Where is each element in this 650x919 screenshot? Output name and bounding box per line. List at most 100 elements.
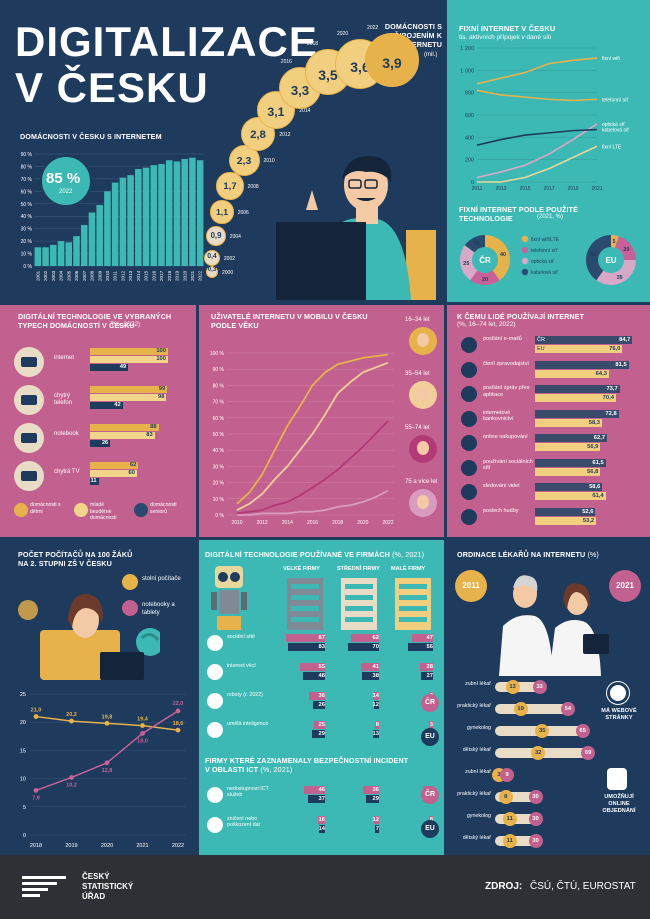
panel-household-tech: DIGITÁLNÍ TECHNOLOGIE VE VYBRANÝCH TYPEC… [0, 305, 196, 537]
x-tick-label: 2021 [136, 843, 148, 849]
bar [360, 663, 379, 671]
doctor-label: praktický lékař [457, 703, 491, 709]
bubble-year: 2022 [367, 25, 379, 32]
firm-column-label: VELKÉ FIRMY [283, 566, 320, 572]
row-icon [207, 693, 223, 709]
x-tick-label: 2009 [97, 270, 102, 281]
bar: 70,4 [535, 394, 616, 402]
bar [420, 672, 433, 680]
y-tick-label: 0 [23, 833, 26, 839]
bar-value: 62,7 [593, 435, 606, 441]
window [291, 584, 319, 589]
row-label: roboty (r. 2022) [227, 692, 263, 698]
y-tick-label: 5 [23, 805, 26, 811]
data-label: 18,0 [137, 738, 148, 744]
bar [313, 721, 325, 729]
x-tick-label: 2017 [159, 270, 164, 281]
bar-value: 8 [375, 722, 379, 728]
legend-laptops-label: notebooky a tablety [142, 602, 175, 616]
use-label: čtení zpravodajství [483, 360, 529, 367]
panel-fixed-internet: FIXNÍ INTERNET V ČESKU tis. aktivních př… [447, 0, 650, 302]
bar [80, 224, 88, 266]
pie-slice [615, 236, 636, 260]
bar: 42 [90, 402, 123, 409]
x-tick-label: 2013 [495, 186, 506, 192]
series-line [236, 420, 389, 515]
pie-value: 25 [463, 261, 469, 267]
use-icon [461, 337, 477, 353]
use-icon [461, 508, 477, 525]
bar-value: 83 [318, 644, 325, 650]
legend-swatch [134, 503, 148, 517]
x-tick-label: 2006 [74, 270, 79, 281]
window [345, 595, 373, 600]
doctor-label: gynekolog [466, 813, 491, 819]
bar [407, 643, 433, 651]
households-highlight-value: 85 % [46, 170, 81, 187]
age-label: 75 a více let [405, 479, 438, 485]
y-tick-label: 10 % [21, 252, 33, 258]
value-2021: 33 [532, 680, 547, 694]
window [345, 617, 373, 622]
bar: 99 [90, 386, 168, 393]
y-tick-label: 0 % [23, 264, 32, 270]
x-tick-label: 2018 [332, 520, 343, 526]
bar-value: 14 [372, 693, 379, 699]
data-point [140, 723, 145, 728]
mobile-line-chart: 100 % 90 % 80 % 70 % 60 % 50 % 40 % 30 % 20 % 10 … [210, 351, 394, 526]
bar-value: 37 [318, 796, 325, 802]
firm-column-label: STŘEDNÍ FIRMY [337, 566, 380, 572]
bar: 49 [90, 364, 129, 371]
panel-doctors: ORDINACE LÉKAŘŮ NA INTERNETU (%) 2011 20… [447, 540, 650, 855]
bar-value: 16 [318, 817, 325, 823]
bubble-year: 2010 [263, 158, 275, 164]
bubble-value: 0,3 [207, 267, 217, 273]
source-text: ČSÚ, ČTÚ, EUROSTAT [530, 881, 636, 892]
value-2011: 8 [498, 790, 513, 804]
row-icon [207, 787, 223, 803]
data-label: 7,9 [32, 795, 40, 801]
bar [375, 825, 379, 833]
data-label: 12,8 [102, 768, 113, 774]
bubble: 0,4 [204, 250, 220, 266]
y-tick-label: 60 % [21, 189, 33, 195]
y-tick-label: 40 % [21, 214, 33, 220]
avatar-face [417, 333, 429, 347]
legend-swatch [521, 257, 529, 265]
bar: 72,8 [535, 409, 619, 418]
data-label: 10,2 [66, 782, 77, 788]
bar [287, 643, 325, 651]
x-tick-label: 2012 [120, 270, 125, 281]
bar [135, 168, 142, 266]
row-label: sociální sítě [227, 634, 255, 640]
y-tick-label: 400 [465, 135, 474, 141]
x-tick-label: 2002 [43, 270, 48, 281]
households-highlight-year: 2022 [59, 189, 73, 195]
device-shape [21, 395, 37, 405]
bubble-year: 2020 [337, 31, 349, 37]
row-label: umělá inteligence [227, 721, 269, 727]
households-bar-chart: 90 %80 %70 %60 %50 %40 %30 %20 %10 %0 %2… [21, 152, 204, 281]
online-label: UMOŽŇUJÍ ONLINE OBJEDNÁNÍ [602, 794, 636, 814]
y-tick-label: 25 [20, 692, 26, 698]
data-point [104, 760, 110, 766]
bar [73, 236, 80, 266]
row-label: internet věcí [227, 663, 256, 669]
value-2021: 30 [528, 812, 543, 826]
bar [65, 242, 73, 266]
legend-label: kabelová síť [531, 270, 558, 276]
y-tick-label: 800 [465, 91, 474, 97]
series-label: fixní wifi [602, 56, 620, 62]
bar-value: 12 [372, 817, 379, 823]
household-tech-title: DIGITÁLNÍ TECHNOLOGIE VE VYBRANÝCH TYPEC… [18, 312, 172, 330]
data-point [104, 720, 110, 726]
bar-value: 55 [318, 664, 325, 670]
y-tick-label: 30 % [213, 464, 225, 470]
computers-title: POČET POČÍTAČŮ NA 100 ŽÁKŮ NA 2. STUPNI … [18, 550, 133, 568]
households-count-label: DOMÁCNOSTI S PŘIPOJENÍM K INTERNETU [384, 22, 442, 49]
data-point [175, 727, 181, 733]
bubble-year: 2002 [223, 256, 236, 262]
bar: 64,3 [535, 369, 609, 378]
eu-label: EU [537, 346, 545, 352]
legend-desktop [122, 574, 138, 590]
